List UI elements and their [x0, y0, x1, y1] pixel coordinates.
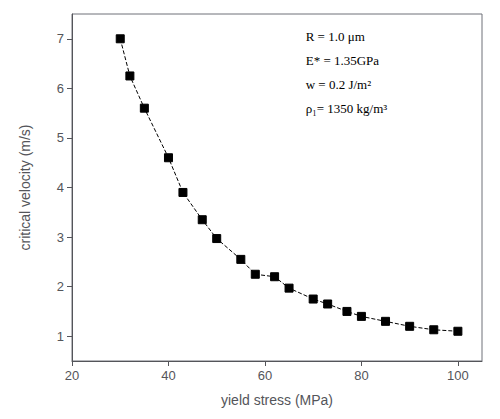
svg-text:critical velocity (m/s): critical velocity (m/s) [17, 124, 33, 250]
svg-text:3: 3 [57, 230, 64, 245]
svg-text:5: 5 [57, 130, 64, 145]
svg-text:40: 40 [161, 368, 175, 383]
svg-text:2: 2 [57, 279, 64, 294]
svg-text:60: 60 [258, 368, 272, 383]
svg-text:80: 80 [354, 368, 368, 383]
svg-text:1: 1 [57, 329, 64, 344]
svg-text:6: 6 [57, 81, 64, 96]
svg-text:100: 100 [447, 368, 469, 383]
svg-text:E* = 1.35GPa: E* = 1.35GPa [306, 53, 380, 68]
svg-text:7: 7 [57, 31, 64, 46]
svg-text:R = 1.0 μm: R = 1.0 μm [306, 29, 365, 44]
svg-text:4: 4 [57, 180, 64, 195]
svg-text:yield stress (MPa): yield stress (MPa) [221, 392, 333, 408]
svg-text:ρ₁= 1350 kg/m³: ρ₁= 1350 kg/m³ [306, 101, 388, 116]
svg-text:w = 0.2 J/m²: w = 0.2 J/m² [306, 77, 372, 92]
svg-text:20: 20 [65, 368, 79, 383]
